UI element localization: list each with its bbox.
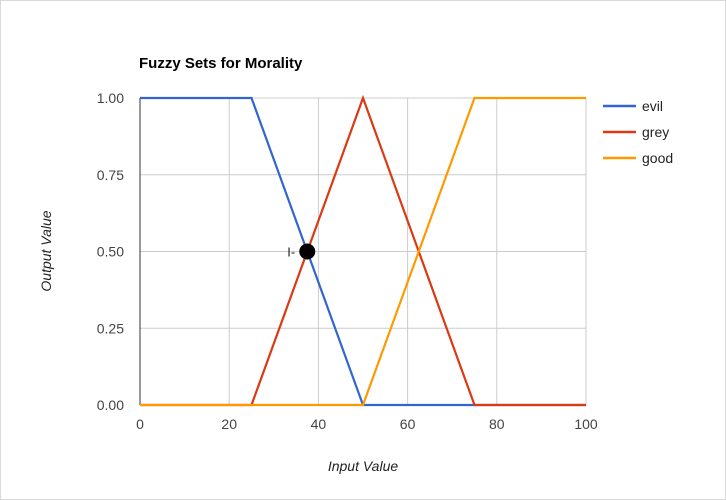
series-line-good xyxy=(140,96,586,407)
y-tick-label: 0.50 xyxy=(97,244,124,260)
tick-labels: 0 20 40 60 80 100 1.00 0.75 0.50 0.25 0.00 xyxy=(97,90,598,432)
marker-point xyxy=(299,243,316,260)
y-axis-title: Output Value xyxy=(38,210,54,291)
x-tick-label: 60 xyxy=(400,416,416,432)
x-tick-label: 20 xyxy=(221,416,237,432)
legend-label-good: good xyxy=(642,150,673,166)
marker-label: I- xyxy=(287,245,295,260)
legend-label-grey: grey xyxy=(642,124,669,140)
x-tick-label: 0 xyxy=(136,416,144,432)
x-tick-label: 100 xyxy=(574,416,598,432)
legend: evil grey good xyxy=(603,98,673,166)
y-tick-label: 1.00 xyxy=(97,90,124,106)
chart-title: Fuzzy Sets for Morality xyxy=(139,55,303,72)
marker-group: I- xyxy=(287,243,316,260)
grid-lines xyxy=(139,97,587,406)
x-tick-label: 40 xyxy=(311,416,327,432)
legend-label-evil: evil xyxy=(642,98,663,114)
y-tick-label: 0.00 xyxy=(97,397,124,413)
x-tick-label: 80 xyxy=(489,416,505,432)
x-axis-title: Input Value xyxy=(328,458,399,474)
y-tick-label: 0.25 xyxy=(97,320,124,336)
y-tick-label: 0.75 xyxy=(97,167,124,183)
